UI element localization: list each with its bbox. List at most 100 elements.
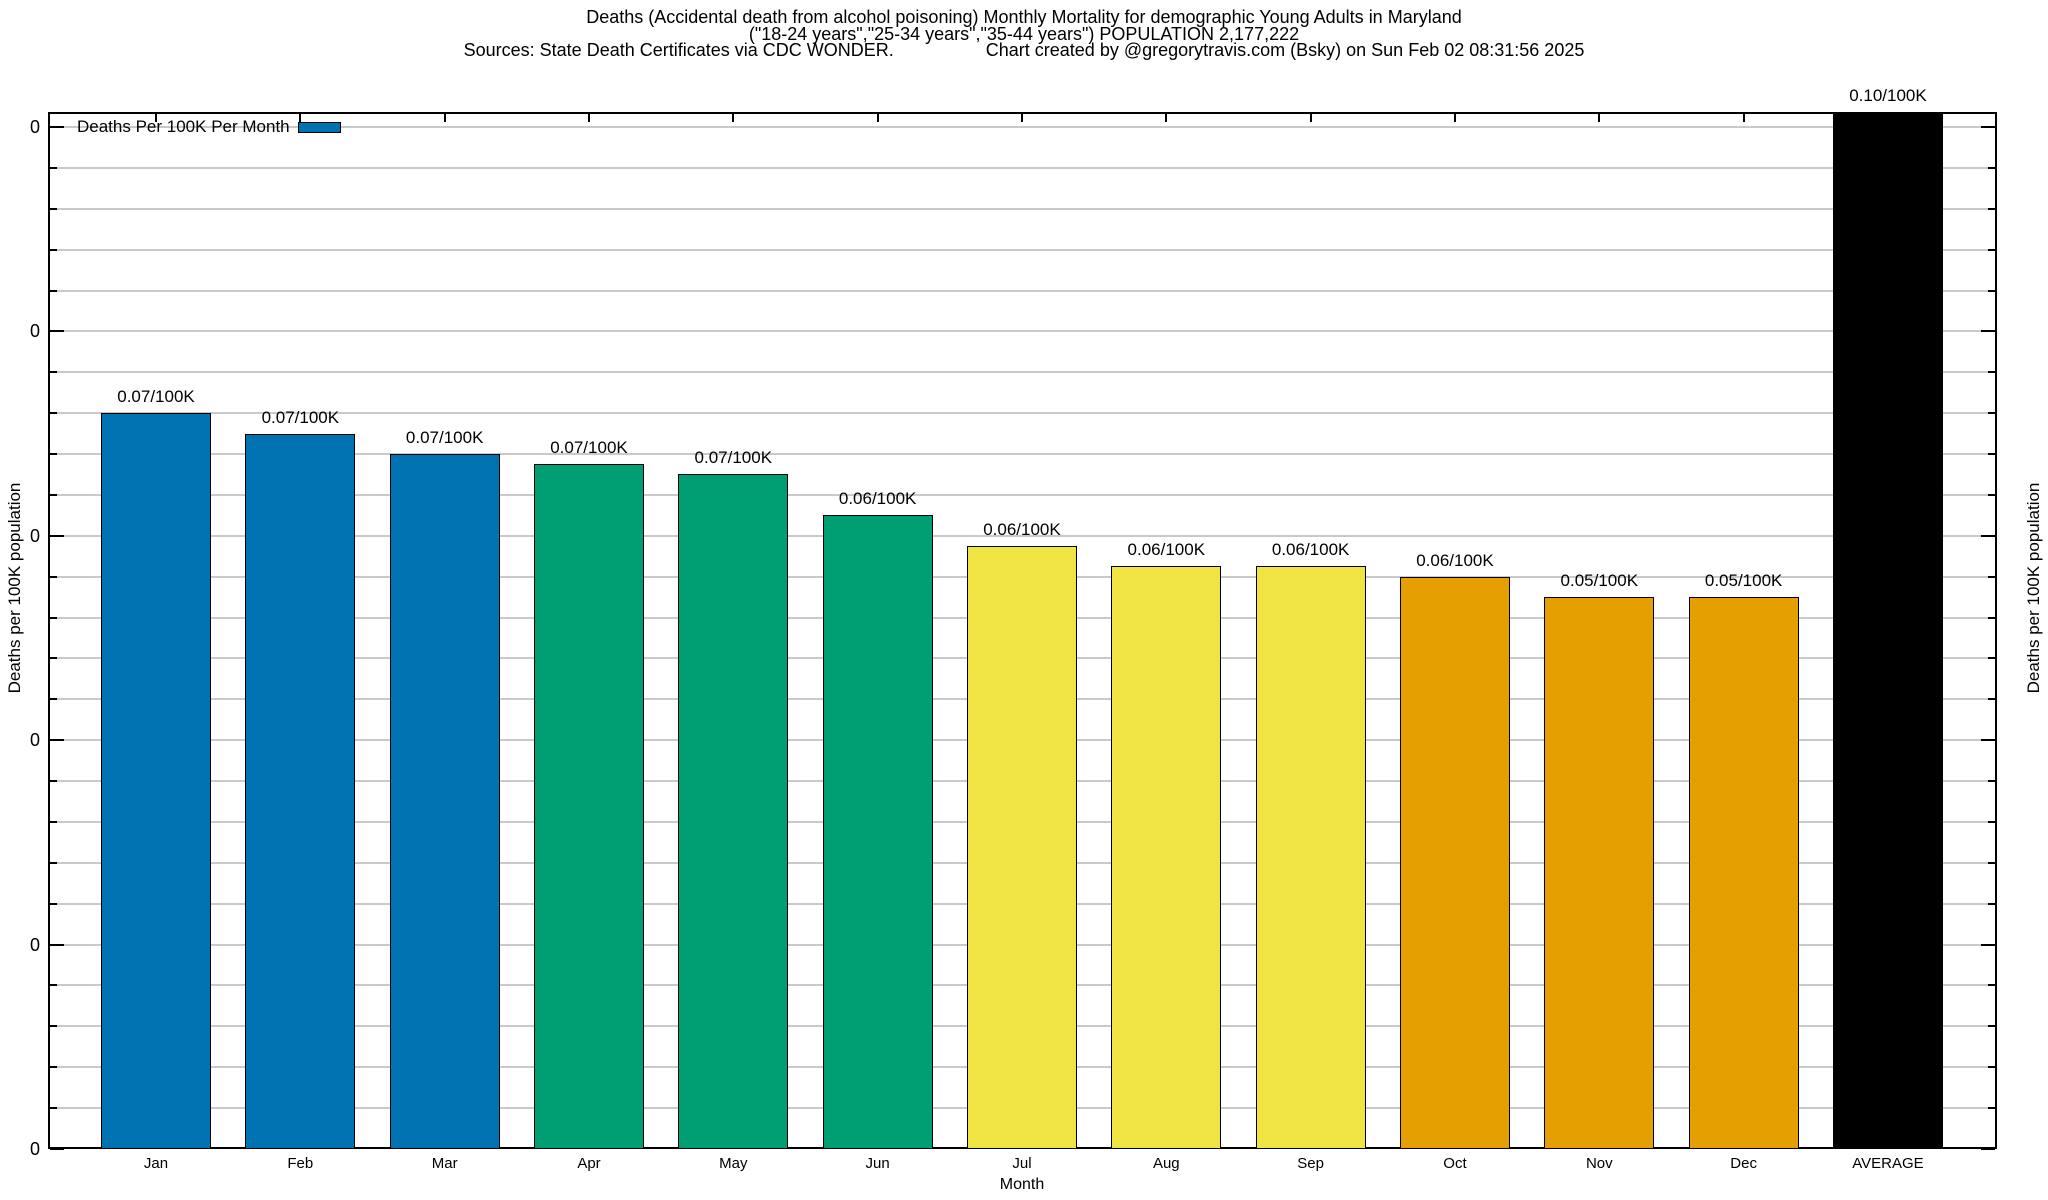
y-tick-mark-right [1988,248,1995,251]
y-tick-mark-right [1988,289,1995,292]
y-tick-mark-left [50,371,57,374]
y-tick-mark-right [1981,330,1995,333]
y-tick-mark-left [50,780,57,783]
chart-subtitle: ("18-24 years","25-34 years","35-44 year… [748,23,1300,44]
y-tick-mark-left [50,1066,57,1069]
bar-value-label: 0.06/100K [838,489,917,509]
bar-value-label: 0.07/100K [694,448,773,468]
x-tick-mark-top [1742,114,1745,122]
y-tick-mark-left [50,248,57,251]
x-tick-mark-top [299,114,302,122]
y-tick-mark-left [50,698,57,701]
legend-swatch [297,121,341,133]
gridline [50,330,1995,333]
x-tick-mark-top [1165,114,1168,122]
y-tick-mark-left [50,493,57,496]
x-tick-label: AVERAGE [1852,1155,1924,1172]
y-tick-mark-right [1988,493,1995,496]
bar-jun [822,515,933,1149]
bar-aug [1111,566,1222,1149]
x-tick-label: Jul [1012,1155,1032,1172]
y-tick-mark-right [1988,1066,1995,1069]
y-tick-mark-left [50,616,57,619]
bar-value-label: 0.07/100K [550,438,628,458]
y-tick-mark-left [50,289,57,292]
y-tick-mark-right [1988,453,1995,456]
y-tick-mark-right [1988,820,1995,823]
gridline [50,534,1995,537]
chart-notes: Sources: State Death Certificates via CD… [0,40,2048,60]
bar-apr [533,464,644,1149]
y-tick-mark-left [50,126,64,128]
y-tick-mark-left [50,575,57,578]
bar-value-label: 0.06/100K [1416,550,1494,570]
y-tick-mark-right [1988,1025,1995,1028]
gridline [50,126,1995,128]
y-tick-mark-left [50,330,64,333]
bar-value-label: 0.07/100K [261,407,340,427]
gridline [50,166,1995,169]
y-tick-mark-right [1988,412,1995,415]
bar-dec [1688,597,1799,1149]
bar-value-label: 0.06/100K [1271,540,1350,560]
bar-nov [1544,597,1655,1149]
x-tick-label: May [719,1155,748,1172]
y-axis-label-left: Deaths per 100K population [5,482,24,694]
x-tick-label: Nov [1585,1155,1613,1172]
y-tick-mark-right [1988,984,1995,987]
y-tick-mark-left [50,657,57,660]
bar-feb [245,433,356,1149]
y-tick-mark-right [1981,534,1995,537]
bar-mar [389,454,500,1149]
y-tick-label: 0 [29,117,40,137]
source-note: Sources: State Death Certificates via CD… [463,40,894,60]
y-tick-mark-left [50,943,64,946]
x-tick-label: Jun [865,1155,890,1172]
x-tick-label: Sep [1297,1155,1324,1172]
x-tick-label: Aug [1152,1155,1180,1172]
bar-value-label: 0.10/100K [1849,86,1927,105]
x-tick-label: Oct [1443,1155,1467,1172]
legend-label: Deaths Per 100K Per Month [77,117,290,136]
y-tick-mark-left [50,861,57,864]
gridline [50,248,1995,251]
gridline [50,493,1995,496]
y-tick-mark-left [50,166,57,169]
y-tick-mark-right [1988,207,1995,210]
y-tick-mark-right [1981,1148,1995,1150]
y-tick-mark-left [50,534,64,537]
x-axis-label: Month [999,1176,1045,1193]
credit-note: Chart created by @gregorytravis.com (Bsk… [985,40,1585,60]
y-axis-label-right: Deaths per 100K population [2024,482,2043,694]
title-block: Deaths (Accidental death from alcohol po… [0,8,2048,60]
y-tick-mark-left [50,1025,57,1028]
x-tick-mark-top [1309,114,1312,122]
y-tick-mark-right [1981,943,1995,946]
x-tick-mark-top [443,114,446,122]
x-tick-mark-top [1598,114,1601,122]
y-tick-label: 0 [29,730,40,751]
bar-value-label: 0.06/100K [1127,540,1206,560]
bar-jul [966,546,1077,1149]
y-tick-mark-right [1988,657,1995,660]
bar-value-label: 0.07/100K [405,428,484,448]
bar-jan [101,413,211,1149]
y-tick-label: 0 [29,321,40,342]
y-tick-mark-left [50,820,57,823]
y-tick-mark-right [1988,575,1995,578]
x-tick-label: Mar [431,1155,458,1172]
x-tick-label: Jan [143,1155,169,1172]
y-tick-mark-left [50,412,57,415]
gridline [50,207,1995,210]
gridline [50,289,1995,292]
bar-sep [1255,566,1366,1149]
y-tick-mark-left [50,739,64,742]
bar-oct [1399,576,1510,1149]
y-tick-mark-right [1981,126,1995,128]
y-tick-mark-left [50,902,57,905]
y-tick-mark-left [50,984,57,987]
x-tick-mark-top [876,114,879,122]
bar-value-label: 0.05/100K [1560,571,1639,591]
x-tick-mark-top [1020,114,1023,122]
bar-may [678,474,789,1149]
